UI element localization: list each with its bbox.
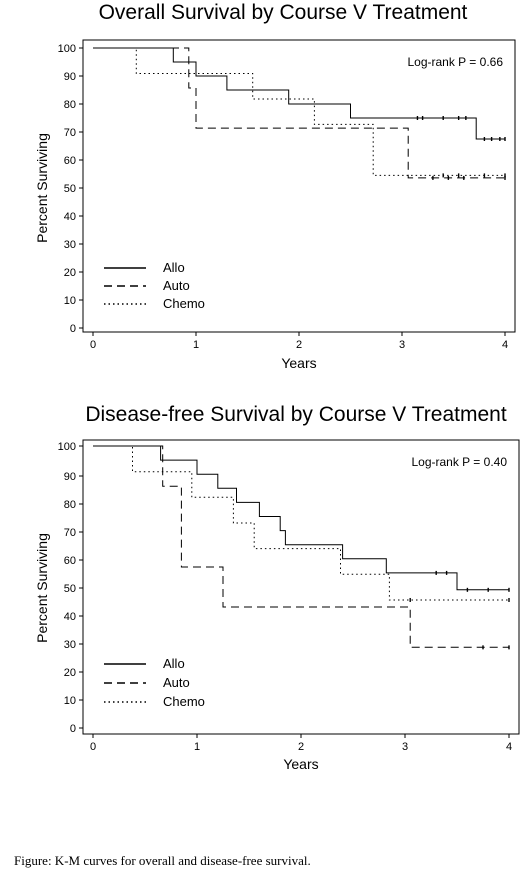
x-tick-label: 0	[90, 339, 96, 351]
x-tick-label: 4	[502, 339, 508, 351]
legend-label-auto: Auto	[163, 278, 190, 293]
curve-allo	[93, 47, 506, 141]
x-tick-labels: 0 1 2 3 4	[90, 339, 508, 351]
y-tick-label: 40	[64, 611, 76, 623]
legend: Allo Auto Chemo	[104, 260, 205, 311]
chart-title: Overall Survival by Course V Treatment	[99, 1, 468, 24]
legend-label-chemo: Chemo	[163, 694, 205, 709]
log-rank-annotation: Log-rank P = 0.66	[407, 55, 503, 69]
y-tick-labels: 0 10 20 30 40 50 60 70 80 90 100	[58, 43, 76, 335]
y-tick-label: 60	[64, 555, 76, 567]
y-tick-label: 80	[64, 99, 76, 111]
x-tick-label: 2	[296, 339, 302, 351]
censor-marks-chemo	[409, 597, 510, 602]
log-rank-annotation: Log-rank P = 0.40	[411, 455, 507, 469]
y-tick-label: 70	[64, 527, 76, 539]
series-line-allo	[93, 47, 505, 140]
series-line-allo	[93, 445, 509, 591]
y-axis-label: Percent Surviving	[34, 133, 50, 243]
y-tick-label: 100	[58, 43, 76, 55]
chart-overall-survival: Overall Survival by Course V Treatment 0…	[34, 1, 516, 371]
y-tick-label: 30	[64, 639, 76, 651]
plot-frame	[82, 439, 520, 735]
legend-label-auto: Auto	[163, 675, 190, 690]
censor-marks-auto	[432, 175, 506, 180]
y-ticks	[79, 445, 83, 729]
x-tick-label: 3	[399, 339, 405, 351]
x-tick-label: 2	[298, 741, 304, 753]
y-tick-label: 20	[64, 667, 76, 679]
y-tick-label: 70	[64, 127, 76, 139]
y-tick-label: 0	[70, 323, 76, 335]
y-tick-labels: 0 10 20 30 40 50 60 70 80 90 100	[58, 441, 76, 735]
y-tick-label: 50	[64, 183, 76, 195]
legend: Allo Auto Chemo	[104, 656, 205, 709]
curve-chemo	[93, 47, 506, 178]
x-tick-label: 3	[402, 741, 408, 753]
y-ticks	[79, 47, 83, 329]
y-tick-label: 50	[64, 583, 76, 595]
y-tick-label: 60	[64, 155, 76, 167]
x-tick-label: 0	[90, 741, 96, 753]
x-ticks	[92, 332, 506, 336]
curve-allo	[93, 445, 510, 592]
series-line-auto	[93, 445, 509, 648]
curve-auto	[93, 445, 510, 650]
x-tick-labels: 0 1 2 3 4	[90, 741, 512, 753]
y-tick-label: 30	[64, 239, 76, 251]
x-axis-label: Years	[281, 355, 316, 371]
x-tick-label: 1	[194, 741, 200, 753]
y-tick-label: 90	[64, 71, 76, 83]
censor-marks-auto	[482, 645, 510, 650]
x-ticks	[92, 734, 510, 738]
series-line-auto	[93, 47, 505, 179]
x-tick-label: 1	[193, 339, 199, 351]
curve-chemo	[93, 445, 510, 602]
x-tick-label: 4	[506, 741, 512, 753]
y-tick-label: 0	[70, 723, 76, 735]
censor-marks-allo	[416, 116, 506, 141]
y-tick-label: 100	[58, 441, 76, 453]
series-line-chemo	[93, 47, 505, 176]
series-line-chemo	[93, 445, 509, 601]
y-axis-label: Percent Surviving	[34, 533, 50, 643]
y-tick-label: 10	[64, 295, 76, 307]
legend-label-chemo: Chemo	[163, 296, 205, 311]
y-tick-label: 80	[64, 499, 76, 511]
y-tick-label: 40	[64, 211, 76, 223]
legend-label-allo: Allo	[163, 656, 185, 671]
y-tick-label: 10	[64, 695, 76, 707]
legend-label-allo: Allo	[163, 260, 185, 275]
curve-auto	[93, 47, 506, 180]
y-tick-label: 90	[64, 471, 76, 483]
chart-disease-free-survival: Disease-free Survival by Course V Treatm…	[34, 403, 520, 772]
x-axis-label: Years	[283, 756, 318, 772]
censor-marks-chemo	[442, 173, 506, 178]
plot-frame	[82, 39, 516, 333]
censor-marks-allo	[435, 570, 510, 592]
chart-title: Disease-free Survival by Course V Treatm…	[85, 403, 506, 426]
figure-caption: Figure: K-M curves for overall and disea…	[14, 853, 311, 868]
y-tick-label: 20	[64, 267, 76, 279]
